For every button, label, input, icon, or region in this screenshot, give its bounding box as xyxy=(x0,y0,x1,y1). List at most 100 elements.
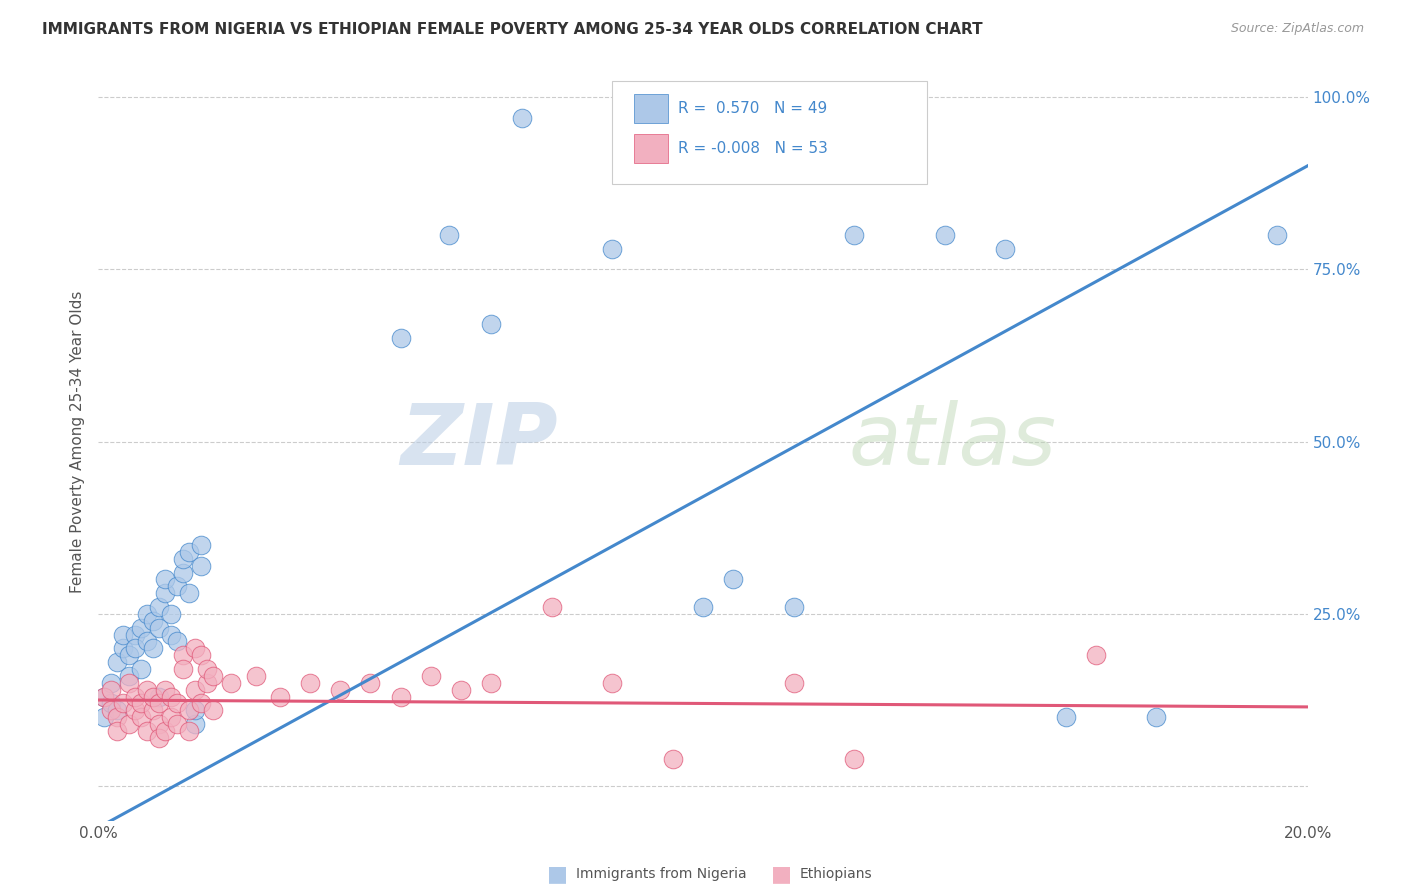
Point xyxy=(190,558,212,573)
FancyBboxPatch shape xyxy=(634,135,668,163)
Point xyxy=(166,717,188,731)
Point xyxy=(160,627,183,641)
Text: IMMIGRANTS FROM NIGERIA VS ETHIOPIAN FEMALE POVERTY AMONG 25-34 YEAR OLDS CORREL: IMMIGRANTS FROM NIGERIA VS ETHIOPIAN FEM… xyxy=(42,22,983,37)
Point xyxy=(184,641,207,656)
Point xyxy=(1085,648,1108,663)
Point xyxy=(135,607,157,621)
Point xyxy=(148,731,170,745)
Point xyxy=(172,551,194,566)
Point xyxy=(994,242,1017,256)
Text: R =  0.570   N = 49: R = 0.570 N = 49 xyxy=(678,101,827,116)
FancyBboxPatch shape xyxy=(634,95,668,123)
Point xyxy=(124,627,146,641)
Point xyxy=(129,697,152,711)
Point xyxy=(153,724,176,739)
Point xyxy=(142,614,165,628)
Point xyxy=(661,751,683,765)
Point xyxy=(389,690,412,704)
Point xyxy=(299,675,322,690)
Point xyxy=(1267,227,1289,242)
Point xyxy=(360,675,382,690)
Point xyxy=(420,669,443,683)
Point xyxy=(602,242,624,256)
Point xyxy=(510,111,533,125)
Text: Source: ZipAtlas.com: Source: ZipAtlas.com xyxy=(1230,22,1364,36)
Point xyxy=(93,690,115,704)
Point xyxy=(692,599,714,614)
Point xyxy=(202,669,225,683)
Point xyxy=(135,724,157,739)
Point xyxy=(166,634,188,648)
Point xyxy=(148,621,170,635)
Text: Immigrants from Nigeria: Immigrants from Nigeria xyxy=(576,867,747,880)
FancyBboxPatch shape xyxy=(613,81,927,184)
Point xyxy=(190,648,212,663)
Point xyxy=(179,586,201,600)
Point xyxy=(450,682,472,697)
Text: R = -0.008   N = 53: R = -0.008 N = 53 xyxy=(678,141,828,156)
Point xyxy=(481,675,503,690)
Point xyxy=(160,710,183,724)
Point xyxy=(1054,710,1077,724)
Point xyxy=(602,675,624,690)
Text: ■: ■ xyxy=(547,863,568,884)
Point xyxy=(179,724,201,739)
Text: ■: ■ xyxy=(770,863,792,884)
Point xyxy=(129,710,152,724)
Point xyxy=(269,690,291,704)
Point xyxy=(540,599,562,614)
Point xyxy=(190,697,212,711)
Point xyxy=(100,697,122,711)
Point xyxy=(844,751,866,765)
Point xyxy=(153,586,176,600)
Point xyxy=(153,573,176,587)
Point xyxy=(142,690,165,704)
Point xyxy=(100,703,122,717)
Point xyxy=(118,717,141,731)
Point xyxy=(190,538,212,552)
Point xyxy=(184,703,207,717)
Point xyxy=(172,648,194,663)
Point xyxy=(118,669,141,683)
Point xyxy=(148,697,170,711)
Point xyxy=(129,621,152,635)
Point xyxy=(195,675,218,690)
Point xyxy=(124,703,146,717)
Point xyxy=(202,703,225,717)
Point xyxy=(184,717,207,731)
Point xyxy=(179,703,201,717)
Point xyxy=(93,690,115,704)
Point xyxy=(118,648,141,663)
Point xyxy=(100,682,122,697)
Point xyxy=(148,717,170,731)
Point xyxy=(1144,710,1167,724)
Point xyxy=(389,331,412,345)
Point xyxy=(437,227,460,242)
Point xyxy=(179,545,201,559)
Text: ZIP: ZIP xyxy=(401,400,558,483)
Point xyxy=(172,566,194,580)
Point xyxy=(166,579,188,593)
Point xyxy=(723,573,745,587)
Point xyxy=(172,662,194,676)
Point xyxy=(124,690,146,704)
Point xyxy=(135,682,157,697)
Point xyxy=(142,703,165,717)
Point xyxy=(93,710,115,724)
Point xyxy=(105,724,128,739)
Point xyxy=(105,703,128,717)
Point xyxy=(100,675,122,690)
Point xyxy=(160,607,183,621)
Point xyxy=(153,682,176,697)
Point xyxy=(148,690,170,704)
Point xyxy=(111,641,134,656)
Point xyxy=(105,710,128,724)
Point xyxy=(481,318,503,332)
Point xyxy=(142,641,165,656)
Point xyxy=(934,227,956,242)
Point xyxy=(245,669,267,683)
Point xyxy=(148,599,170,614)
Point xyxy=(783,675,806,690)
Point xyxy=(166,697,188,711)
Point xyxy=(118,675,141,690)
